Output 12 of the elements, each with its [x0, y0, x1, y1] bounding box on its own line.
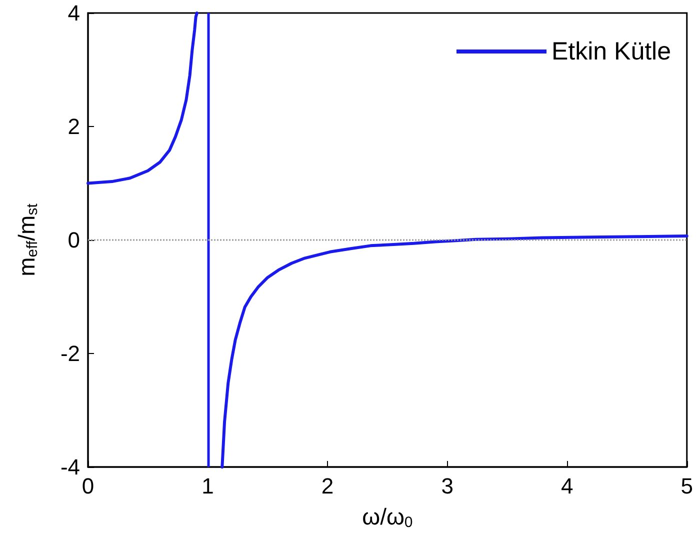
x-tick-label: 1: [202, 474, 214, 498]
y-axis-title: meff/mst: [14, 202, 41, 276]
y-tick-label: -2: [60, 341, 80, 366]
x-tick-label: 4: [560, 474, 574, 498]
x-tick-label: 2: [321, 474, 334, 498]
y-tick-label: 2: [68, 114, 80, 139]
y-tick-label: 4: [68, 0, 80, 26]
legend-label: Etkin Kütle: [551, 38, 672, 66]
x-tick-label: 5: [680, 474, 694, 498]
x-tick-label: 3: [441, 474, 454, 498]
y-tick-label: 0: [68, 228, 80, 252]
y-tick-label: -4: [60, 454, 80, 480]
